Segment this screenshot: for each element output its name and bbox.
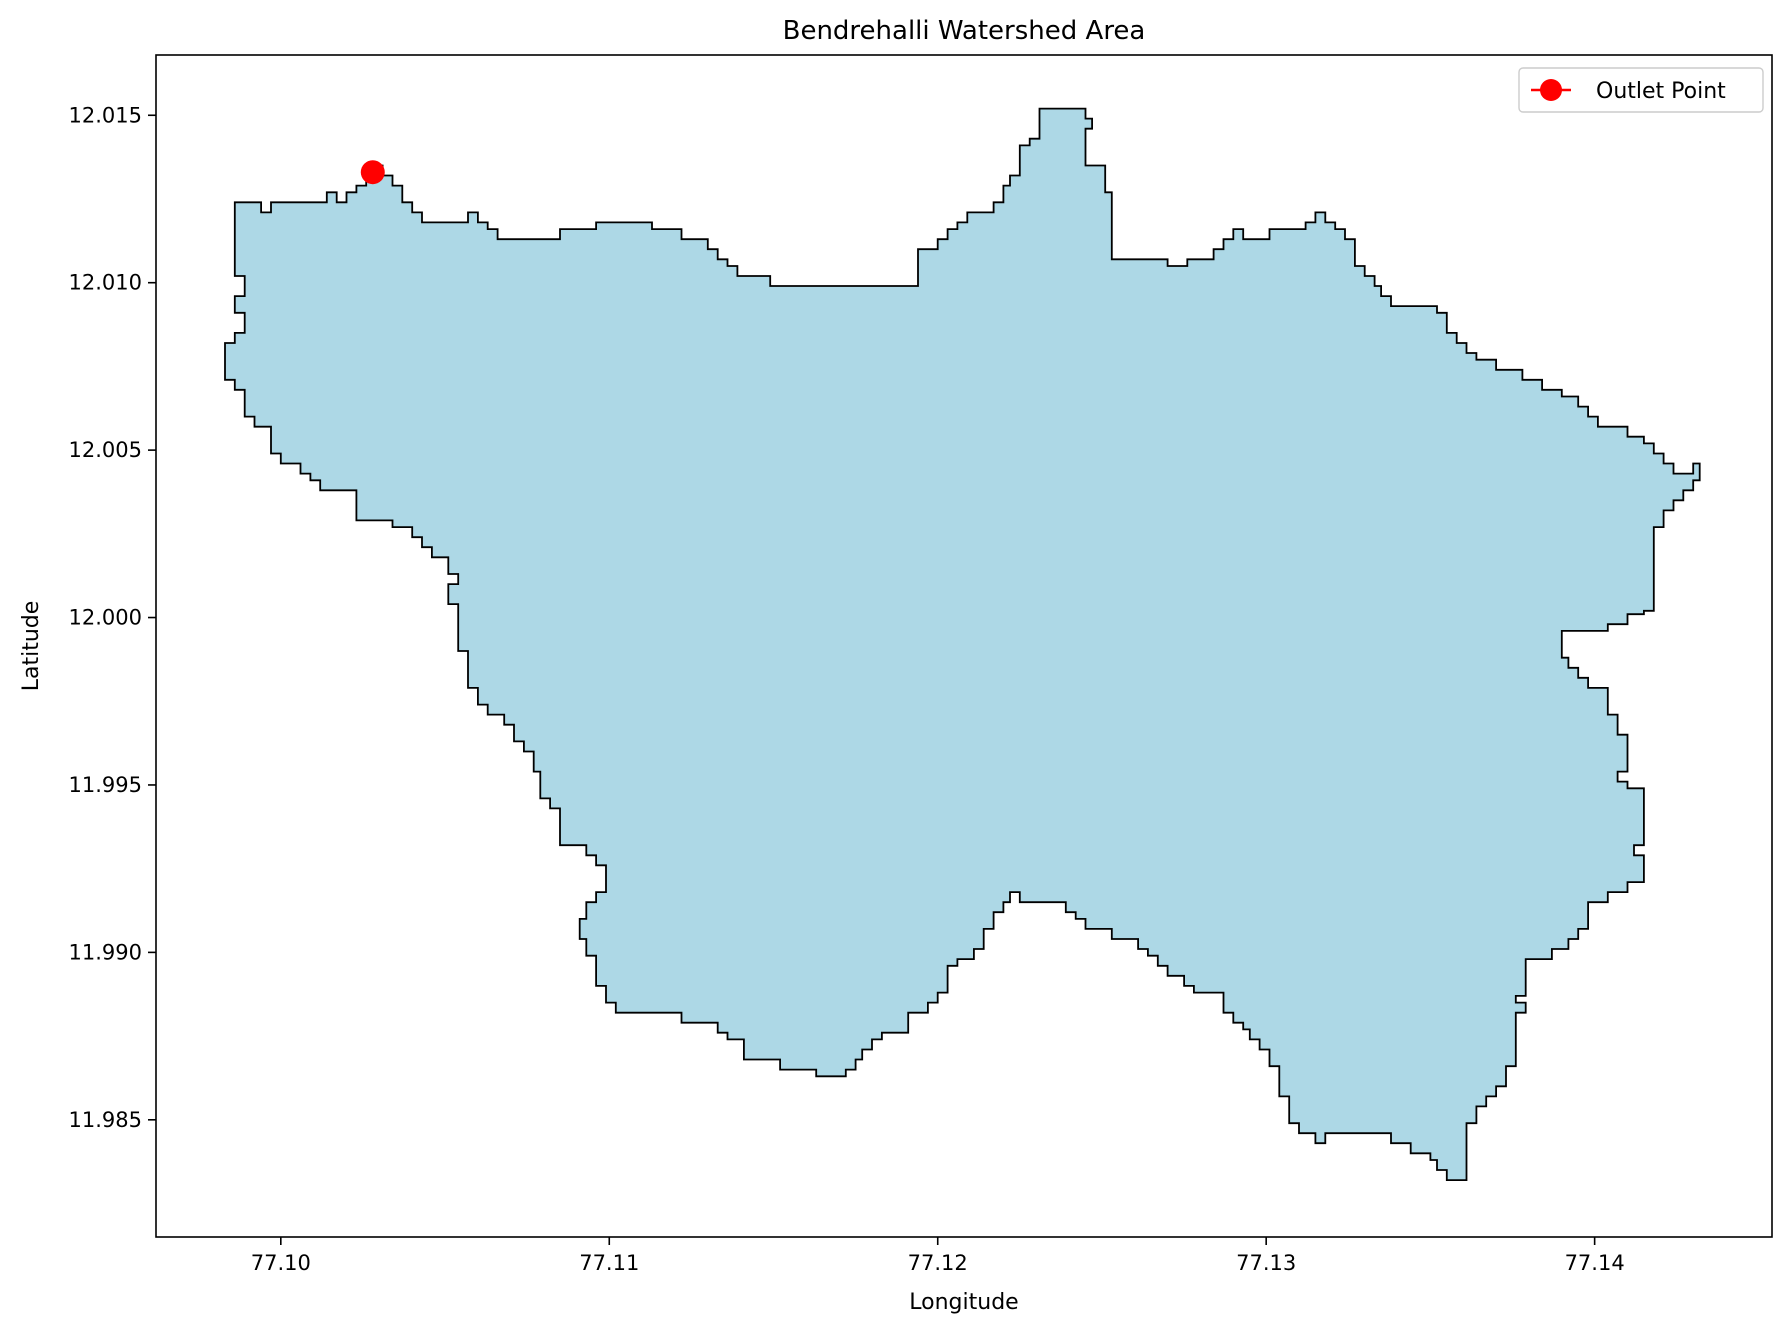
x-axis-label: Longitude <box>909 1290 1018 1315</box>
chart-title: Bendrehalli Watershed Area <box>783 16 1146 46</box>
legend-box <box>1518 67 1764 113</box>
y-tick-label: 11.990 <box>69 940 142 964</box>
x-axis-ticks: 77.10 77.11 77.12 77.13 77.14 <box>251 1237 1625 1275</box>
outlet-point-marker <box>360 160 385 185</box>
plot-area <box>224 107 1701 1181</box>
y-axis-ticks: 11.985 11.990 11.995 12.000 12.005 12.010 12.0… <box>69 103 156 1132</box>
x-tick-label: 77.12 <box>908 1251 968 1275</box>
watershed-polygon <box>224 107 1701 1181</box>
axes-frame <box>155 54 1773 1238</box>
x-tick-label: 77.11 <box>579 1251 639 1275</box>
outlet-layer <box>360 160 385 185</box>
y-tick-label: 12.010 <box>69 271 142 295</box>
y-tick-label: 11.985 <box>69 1108 142 1132</box>
legend: Outlet Point <box>1518 67 1764 113</box>
x-tick-label: 77.10 <box>251 1251 311 1275</box>
legend-marker-swatch <box>1540 79 1562 101</box>
y-tick-label: 12.000 <box>69 606 142 630</box>
y-axis-label: Latitude <box>19 601 44 692</box>
legend-label-outlet-point: Outlet Point <box>1596 79 1726 104</box>
x-tick-label: 77.14 <box>1565 1251 1625 1275</box>
x-tick-label: 77.13 <box>1236 1251 1296 1275</box>
y-tick-label: 12.015 <box>69 103 142 127</box>
y-tick-label: 11.995 <box>69 773 142 797</box>
y-tick-label: 12.005 <box>69 438 142 462</box>
